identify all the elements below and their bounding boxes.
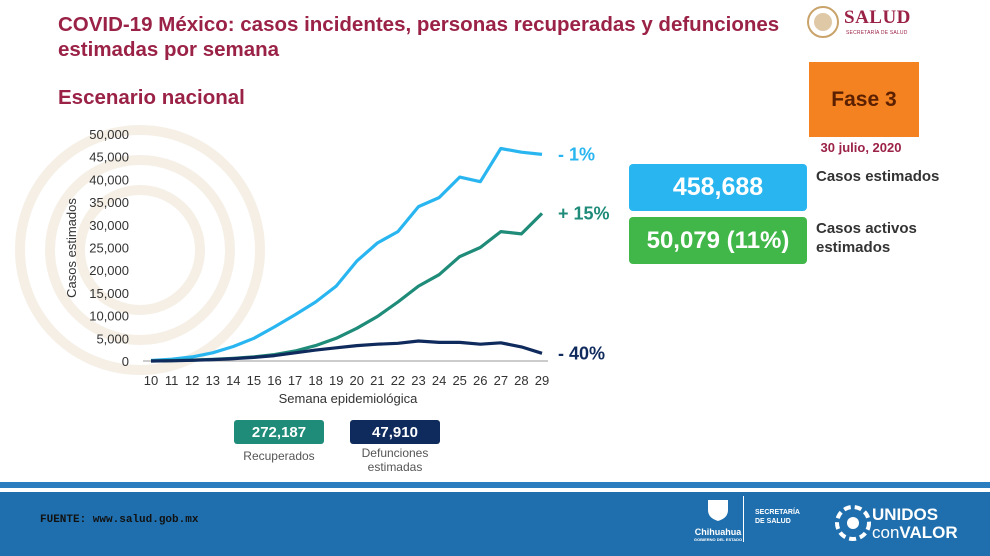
series-lines — [150, 146, 544, 363]
x-tick-label: 15 — [247, 373, 261, 388]
scenario-subtitle: Escenario nacional — [58, 86, 245, 109]
x-tick-label: 20 — [350, 373, 364, 388]
x-tick-label: 23 — [411, 373, 425, 388]
y-tick-label: 15,000 — [89, 286, 129, 301]
x-tick-label: 17 — [288, 373, 302, 388]
x-axis-title: Semana epidemiológica — [279, 391, 419, 406]
x-tick-label: 18 — [308, 373, 322, 388]
valor-word: VALOR — [899, 523, 958, 542]
y-tick-label: 10,000 — [89, 309, 129, 324]
x-tick-label: 27 — [494, 373, 508, 388]
y-axis: 0 5,000 10,000 15,000 20,000 25,000 30,000 35,0… — [89, 127, 548, 369]
background-motif — [15, 125, 265, 375]
x-tick-label: 29 — [535, 373, 549, 388]
background-ring — [75, 185, 205, 315]
recovered-change-label: + 15% — [558, 203, 610, 223]
active-cases-label: Casos activos estimados — [816, 220, 917, 256]
unidos-word: UNIDOS — [872, 505, 939, 524]
y-tick-label: 40,000 — [89, 172, 129, 187]
x-tick-label: 28 — [514, 373, 528, 388]
x-tick-label: 14 — [226, 373, 240, 388]
salud-logo: SALUD SECRETARÍA DE SALUD — [806, 4, 926, 44]
recovered-total: 272,187 — [234, 420, 324, 444]
page-title: COVID-19 México: casos incidentes, perso… — [58, 13, 780, 61]
x-tick-label: 25 — [452, 373, 466, 388]
report-date: 30 julio, 2020 — [820, 140, 902, 155]
y-tick-label: 35,000 — [89, 195, 129, 210]
unidos-con-valor-logo: UNIDOS conVALOR — [872, 506, 958, 542]
cases-change-label: - 1% — [558, 144, 595, 164]
y-tick-label: 30,000 — [89, 218, 129, 233]
background-ring — [45, 155, 235, 345]
deaths-change-label: - 40% — [558, 343, 605, 363]
source-text: FUENTE: www.salud.gob.mx — [40, 514, 199, 526]
y-tick-label: 25,000 — [89, 241, 129, 256]
x-tick-label: 11 — [165, 373, 179, 388]
x-tick-label: 22 — [391, 373, 405, 388]
secretaria-salud-label: SECRETARÍA DE SALUD — [755, 509, 800, 525]
weekly-cases-chart: 0 5,000 10,000 15,000 20,000 25,000 30,000 35,0… — [15, 125, 610, 406]
x-tick-label: 13 — [206, 373, 220, 388]
chihuahua-sublabel: GOBIERNO DEL ESTADO — [693, 537, 743, 542]
footer-bar — [0, 476, 990, 556]
footer-divider — [743, 496, 744, 542]
recovered-line — [150, 212, 544, 363]
series-end-labels: - 1% + 15% - 40% — [558, 144, 610, 363]
x-tick-label: 10 — [144, 373, 158, 388]
y-tick-label: 0 — [122, 354, 129, 369]
active-cases-value: 50,079 (11%) — [629, 217, 807, 264]
cases-line — [150, 146, 543, 363]
y-tick-label: 20,000 — [89, 263, 129, 278]
salud-logo-word: SALUD — [844, 7, 911, 28]
deaths-label: Defunciones estimadas — [361, 446, 429, 474]
x-tick-label: 12 — [185, 373, 199, 388]
estimated-cases-label: Casos estimados — [816, 168, 940, 185]
phase-badge: Fase 3 — [809, 62, 919, 137]
y-tick-label: 5,000 — [96, 331, 129, 346]
eagle-seal-icon — [807, 6, 839, 38]
x-tick-label: 16 — [267, 373, 281, 388]
estimated-cases-value: 458,688 — [629, 164, 807, 211]
recovered-label: Recuperados — [243, 449, 315, 463]
x-tick-label: 26 — [473, 373, 487, 388]
chihuahua-label: Chihuahua — [694, 527, 742, 537]
y-tick-label: 50,000 — [89, 127, 129, 142]
x-tick-label: 19 — [329, 373, 343, 388]
x-axis: 10 11 12 13 14 15 16 17 18 19 20 21 22 23 24 25 26 27 28 29 — [144, 373, 549, 388]
con-word: con — [872, 523, 900, 542]
deaths-total: 47,910 — [350, 420, 440, 444]
x-tick-label: 24 — [432, 373, 446, 388]
y-axis-title: Casos estimados — [64, 198, 79, 298]
unidos-con-valor-mark-icon — [834, 504, 874, 542]
chihuahua-logo: Chihuahua GOBIERNO DEL ESTADO — [688, 498, 748, 542]
background-ring — [15, 125, 265, 375]
chihuahua-shield-icon — [708, 500, 728, 521]
x-tick-label: 21 — [370, 373, 384, 388]
deaths-line — [150, 339, 543, 363]
salud-logo-subtext: SECRETARÍA DE SALUD — [846, 30, 908, 36]
y-tick-label: 45,000 — [89, 150, 129, 165]
